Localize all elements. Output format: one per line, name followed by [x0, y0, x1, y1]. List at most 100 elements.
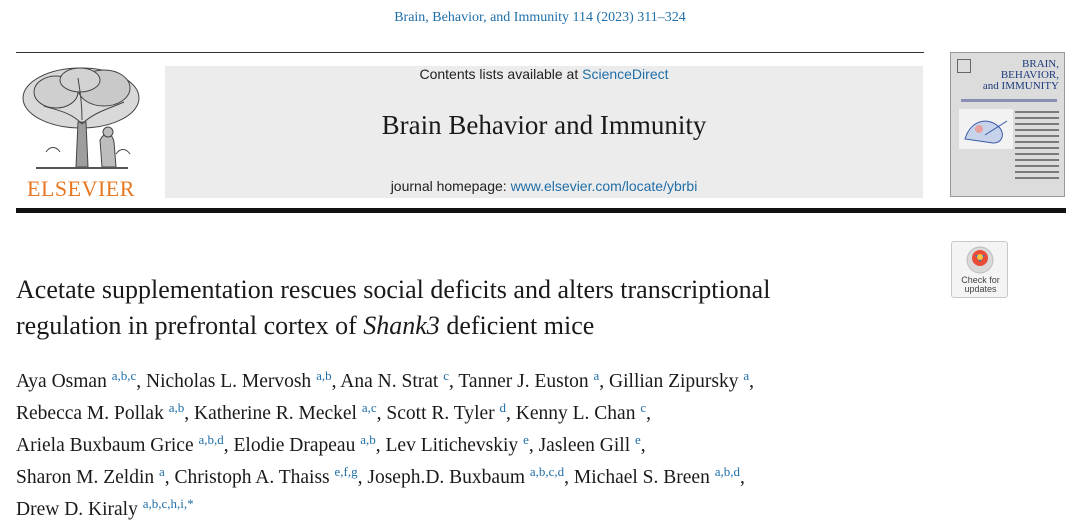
author-name: Michael S. Breen [573, 467, 715, 488]
author-affiliation-marks[interactable]: e,f,g [334, 464, 358, 479]
author-separator: , [506, 403, 511, 424]
article-title-line: regulation in prefrontal cortex of Shank… [16, 308, 936, 344]
author-affiliation-marks[interactable]: a [743, 368, 750, 383]
author-name: Joseph.D. Buxbaum [367, 467, 530, 488]
author-entry[interactable]: Elodie Drapeau a,b, [234, 432, 381, 456]
cover-text-lines [1015, 111, 1059, 183]
header-thick-divider [16, 208, 1066, 213]
author-name: Tanner J. Euston [458, 371, 594, 392]
gene-name: Shank3 [363, 311, 440, 340]
author-affiliation-marks[interactable]: a,c [361, 400, 377, 415]
journal-homepage: journal homepage: www.elsevier.com/locat… [165, 178, 923, 194]
author-name: Katherine R. Meckel [194, 403, 362, 424]
check-for-updates-button[interactable]: Check for updates [951, 241, 1008, 298]
author-entry[interactable]: Drew D. Kiraly a,b,c,h,i,* [16, 496, 194, 520]
author-affiliation-marks[interactable]: a [593, 368, 600, 383]
author-separator: , [136, 371, 142, 392]
author-affiliation-marks[interactable]: e [523, 432, 529, 447]
author-entry[interactable]: Sharon M. Zeldin a, [16, 464, 170, 488]
author-entry[interactable]: Christoph A. Thaiss e,f,g, [174, 464, 363, 488]
author-affiliation-marks[interactable]: d [499, 400, 507, 415]
author-separator: , [184, 403, 190, 424]
cover-title: BRAIN, BEHAVIOR, and IMMUNITY [969, 59, 1059, 92]
cfu-line: updates [964, 284, 997, 294]
author-entry[interactable]: Ana N. Strat c, [340, 368, 454, 392]
author-name: Christoph A. Thaiss [174, 467, 335, 488]
author-entry[interactable]: Joseph.D. Buxbaum a,b,c,d, [367, 464, 569, 488]
journal-cover-thumbnail[interactable]: BRAIN, BEHAVIOR, and IMMUNITY [950, 52, 1065, 197]
author-affiliation-marks[interactable]: e [635, 432, 641, 447]
author-affiliation-marks[interactable]: c [640, 400, 647, 415]
author-affiliation-marks[interactable]: c [443, 368, 449, 383]
header-divider [16, 52, 924, 53]
cover-illustration-icon [959, 109, 1013, 149]
author-name: Aya Osman [16, 371, 112, 392]
author-line: Rebecca M. Pollak a,b, Katherine R. Meck… [16, 395, 1016, 427]
author-entry[interactable]: Scott R. Tyler d, [386, 400, 511, 424]
journal-citation[interactable]: Brain, Behavior, and Immunity 114 (2023)… [394, 10, 686, 25]
author-affiliation-marks[interactable]: a,b,c,h,i,* [142, 496, 194, 511]
author-name: Scott R. Tyler [386, 403, 500, 424]
author-entry[interactable]: Katherine R. Meckel a,c, [194, 400, 382, 424]
title-text: regulation in prefrontal cortex of [16, 311, 364, 340]
author-name: Nicholas L. Mervosh [146, 371, 317, 392]
contents-availability: Contents lists available at ScienceDirec… [165, 66, 923, 82]
author-entry[interactable]: Nicholas L. Mervosh a,b, [146, 368, 337, 392]
check-for-updates-label: Check for updates [952, 276, 1009, 294]
author-separator: , [749, 371, 755, 392]
journal-title: Brain Behavior and Immunity [381, 110, 707, 140]
title-text: deficient mice [439, 311, 595, 340]
author-separator: , [599, 371, 605, 392]
elsevier-logo[interactable]: ELSEVIER [16, 62, 146, 202]
journal-homepage-link[interactable]: www.elsevier.com/locate/ybrbi [510, 178, 698, 194]
author-entry[interactable]: Aya Osman a,b,c, [16, 368, 142, 392]
author-affiliation-marks[interactable]: a,b,c,d [529, 464, 565, 479]
author-name: Ariela Buxbaum Grice [16, 435, 199, 456]
author-name: Sharon M. Zeldin [16, 467, 159, 488]
article-title-line: Acetate supplementation rescues social d… [16, 275, 771, 304]
author-separator: , [357, 467, 363, 488]
author-affiliation-marks[interactable]: a [158, 464, 165, 479]
author-entry[interactable]: Michael S. Breen a,b,d, [573, 464, 745, 488]
author-entry[interactable]: Ariela Buxbaum Grice a,b,d, [16, 432, 229, 456]
author-list: Aya Osman a,b,c, Nicholas L. Mervosh a,b… [16, 363, 1016, 523]
author-entry[interactable]: Tanner J. Euston a, [458, 368, 605, 392]
journal-header-box: Contents lists available at ScienceDirec… [165, 66, 923, 198]
cfu-line: Check for [961, 275, 1000, 285]
author-affiliation-marks[interactable]: a,b [360, 432, 376, 447]
author-separator: , [164, 467, 170, 488]
author-affiliation-marks[interactable]: a,b,d [198, 432, 224, 447]
author-affiliation-marks[interactable]: a,b [316, 368, 332, 383]
author-affiliation-marks[interactable]: a,b,c [111, 368, 137, 383]
author-separator: , [646, 403, 651, 424]
author-affiliation-marks[interactable]: a,b [168, 400, 185, 415]
author-line: Sharon M. Zeldin a, Christoph A. Thaiss … [16, 459, 1016, 491]
article-title: Acetate supplementation rescues social d… [16, 272, 936, 344]
cover-title-line: BRAIN, [1022, 58, 1059, 70]
author-line: Aya Osman a,b,c, Nicholas L. Mervosh a,b… [16, 363, 1016, 395]
author-entry[interactable]: Kenny L. Chan c, [516, 400, 651, 424]
author-name: Rebecca M. Pollak [16, 403, 169, 424]
cover-title-line: and IMMUNITY [982, 80, 1059, 92]
author-line: Ariela Buxbaum Grice a,b,d, Elodie Drape… [16, 427, 1016, 459]
author-separator: , [376, 403, 382, 424]
author-entry[interactable]: Lev Litichevskiy e, [386, 432, 534, 456]
cover-stripe [961, 99, 1057, 102]
author-entry[interactable]: Gillian Zipursky a, [609, 368, 755, 392]
author-separator: , [640, 435, 646, 456]
author-entry[interactable]: Rebecca M. Pollak a,b, [16, 400, 190, 424]
author-separator: , [223, 435, 229, 456]
sciencedirect-link[interactable]: ScienceDirect [582, 66, 669, 82]
cover-title-line: BEHAVIOR, [1000, 69, 1059, 81]
author-separator: , [375, 435, 381, 456]
check-for-updates-icon [966, 246, 994, 274]
author-name: Gillian Zipursky [609, 371, 744, 392]
author-separator: , [331, 371, 337, 392]
author-affiliation-marks[interactable]: a,b,d [714, 464, 740, 479]
contents-prefix: Contents lists available at [419, 66, 583, 82]
author-separator: , [448, 371, 454, 392]
publisher-name: ELSEVIER [27, 176, 135, 201]
author-separator: , [528, 435, 534, 456]
author-line: Drew D. Kiraly a,b,c,h,i,* [16, 491, 1016, 523]
author-entry[interactable]: Jasleen Gill e, [539, 432, 646, 456]
